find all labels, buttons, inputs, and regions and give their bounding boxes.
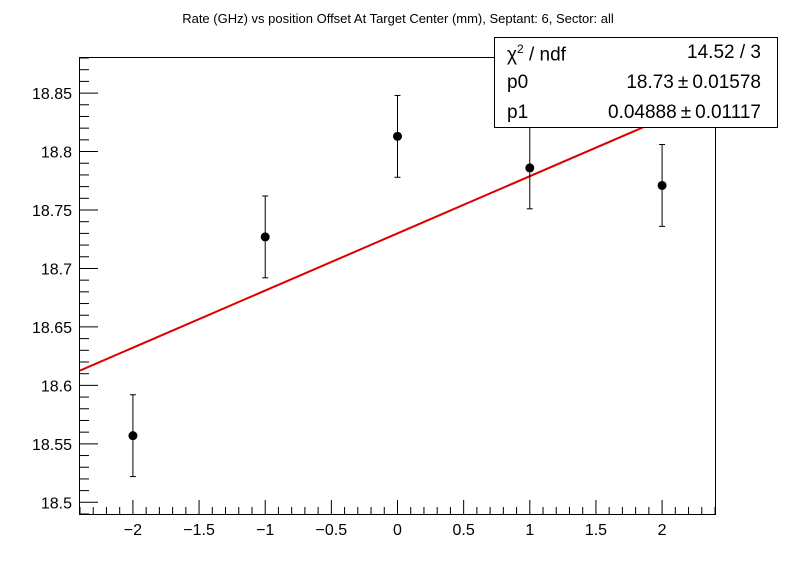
y-tick-label: 18.85 xyxy=(32,86,72,103)
x-axis: −2 −1.5 −1 −0.5 0 0.5 1 1.5 2 xyxy=(79,500,716,539)
stats-row-p0: p0 18.73 ±0.01578 xyxy=(495,70,777,98)
p0-label: p0 xyxy=(507,72,529,93)
fit-layer xyxy=(79,95,716,372)
chi2-label: χ2 / ndf xyxy=(507,42,566,66)
y-tick-label: 18.5 xyxy=(41,495,72,512)
x-tick-label: −2 xyxy=(124,522,142,539)
x-tick-label: 1.5 xyxy=(585,522,607,539)
p1-value: 0.04888 ±0.01117 xyxy=(608,102,761,123)
data-point xyxy=(393,131,402,141)
x-tick-label: 0 xyxy=(393,522,402,539)
y-tick-label: 18.6 xyxy=(41,378,72,395)
x-tick-label: −1 xyxy=(256,522,274,539)
stats-row-p1: p1 0.04888 ±0.01117 xyxy=(495,100,777,128)
data-point xyxy=(525,163,535,173)
x-tick-label: −0.5 xyxy=(316,522,348,539)
plot-frame xyxy=(79,57,716,515)
y-axis: 18.5 18.55 18.6 18.65 18.7 18.75 18.8 18.85 xyxy=(32,57,98,515)
y-tick-label: 18.8 xyxy=(41,145,72,162)
data-point xyxy=(128,431,138,441)
x-tick-label: −1.5 xyxy=(183,522,215,539)
p0-value: 18.73 ±0.01578 xyxy=(626,72,761,93)
stats-row-chi2: χ2 / ndf 14.52 / 3 xyxy=(495,40,777,68)
chart-title: Rate (GHz) vs position Offset At Target … xyxy=(182,11,614,26)
y-tick-label: 18.75 xyxy=(32,203,72,220)
y-tick-label: 18.7 xyxy=(41,261,72,278)
points-layer xyxy=(128,94,667,478)
data-point xyxy=(260,232,270,242)
x-tick-label: 1 xyxy=(525,522,534,539)
x-tick-label: 2 xyxy=(658,522,667,539)
chi2-value: 14.52 / 3 xyxy=(687,42,761,63)
fit-line xyxy=(79,95,716,372)
fit-stats-box: χ2 / ndf 14.52 / 3 p0 18.73 ±0.01578 p1 0… xyxy=(494,37,778,128)
data-point xyxy=(657,180,667,190)
y-tick-label: 18.65 xyxy=(32,320,72,337)
x-tick-label: 0.5 xyxy=(453,522,475,539)
p1-label: p1 xyxy=(507,102,529,123)
y-tick-label: 18.55 xyxy=(32,437,72,454)
